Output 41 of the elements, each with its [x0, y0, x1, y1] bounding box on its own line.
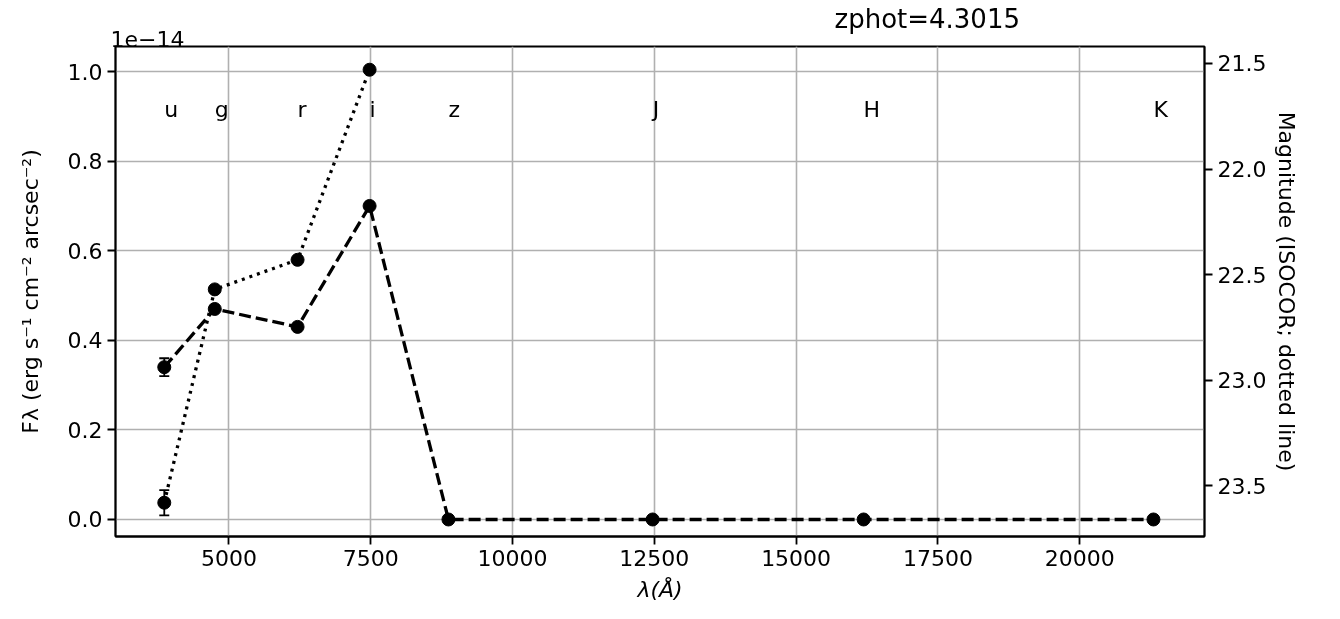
x-tick-label: 12500	[619, 545, 690, 571]
point	[290, 252, 305, 267]
y2-tick-label: 23.5	[1217, 473, 1267, 499]
x-tick-label: 5000	[200, 545, 257, 571]
y2-axis-title: Magnitude (ISOCOR; dotted line)	[1274, 111, 1300, 472]
x-tick-label: 20000	[1044, 545, 1115, 571]
chart-title: zphot=4.3015	[834, 3, 1020, 34]
y-tick-label: 0.0	[67, 507, 103, 533]
y-tick-label: 0.4	[67, 328, 103, 354]
x-axis-title: λ(Å)	[636, 575, 683, 602]
annotation: r	[297, 97, 308, 122]
annotation: K	[1153, 97, 1169, 122]
point	[157, 495, 172, 510]
y-tick-label: 1.0	[67, 59, 103, 85]
annotation: z	[448, 97, 460, 122]
annotation: J	[650, 97, 660, 122]
y-tick-label: 0.2	[67, 417, 103, 443]
y-axis-title: Fλ (erg s⁻¹ cm⁻² arcsec⁻²)	[17, 149, 43, 434]
y-tick-label: 0.6	[67, 238, 103, 264]
point	[441, 512, 456, 527]
annotation: u	[164, 97, 179, 122]
point	[362, 198, 377, 213]
x-tick-label: 15000	[761, 545, 832, 571]
point	[1146, 512, 1161, 527]
y2-tick-label: 22.5	[1217, 262, 1267, 288]
x-tick-label: 10000	[477, 545, 548, 571]
y2-tick-label: 22.0	[1217, 157, 1267, 182]
point	[207, 301, 222, 316]
annotation: i	[369, 97, 376, 122]
point	[207, 282, 222, 297]
point	[856, 512, 871, 527]
y-tick-label: 0.8	[67, 149, 103, 175]
y2-tick-label: 23.0	[1217, 368, 1267, 394]
point	[290, 319, 305, 334]
x-tick-label: 17500	[902, 545, 973, 571]
y2-tick-label: 21.5	[1217, 51, 1267, 77]
point	[362, 62, 377, 77]
annotation: g	[214, 97, 229, 122]
annotation: H	[863, 97, 881, 122]
point	[645, 512, 660, 527]
x-tick-label: 7500	[342, 545, 399, 571]
